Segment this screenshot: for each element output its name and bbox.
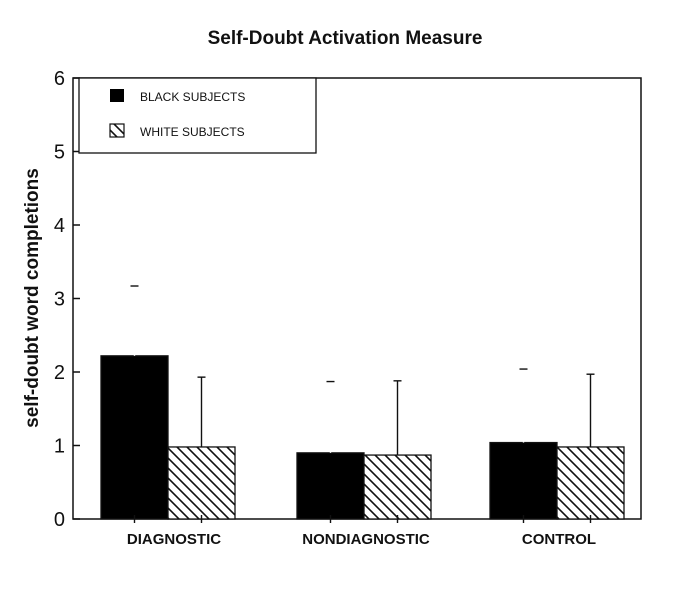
y-axis: 0 1 2 3 4 5 6: [54, 68, 80, 531]
y-axis-label: self-doubt word completions: [22, 168, 43, 428]
bar-black-control: [489, 441, 558, 520]
y-tick-label: 3: [54, 289, 65, 311]
y-tick-label: 0: [54, 509, 65, 531]
bar-white-diagnostic: [167, 446, 236, 520]
y-tick-label: 5: [54, 142, 65, 164]
bar-black-diagnostic: [100, 355, 169, 520]
legend: BLACK SUBJECTS WHITE SUBJECTS: [78, 77, 317, 154]
category-label: NONDIAGNOSTIC: [302, 531, 430, 548]
y-tick-label: 4: [54, 215, 65, 237]
category-label: DIAGNOSTIC: [127, 531, 221, 548]
x-axis: DIAGNOSTIC NONDIAGNOSTIC CONTROL: [127, 531, 596, 548]
y-tick-label: 6: [54, 68, 65, 90]
y-tick-label: 1: [54, 436, 65, 458]
legend-swatch-black: [110, 89, 124, 102]
bars: [100, 285, 625, 523]
chart-title: Self-Doubt Activation Measure: [208, 28, 483, 49]
legend-label-black: BLACK SUBJECTS: [140, 90, 245, 104]
bar-black-nondiagnostic: [296, 452, 365, 520]
legend-label-white: WHITE SUBJECTS: [140, 125, 245, 139]
category-label: CONTROL: [522, 531, 596, 548]
bar-white-control: [556, 446, 625, 520]
y-tick-label: 2: [54, 362, 65, 384]
bar-white-nondiagnostic: [363, 454, 432, 520]
legend-swatch-white: [109, 123, 125, 138]
